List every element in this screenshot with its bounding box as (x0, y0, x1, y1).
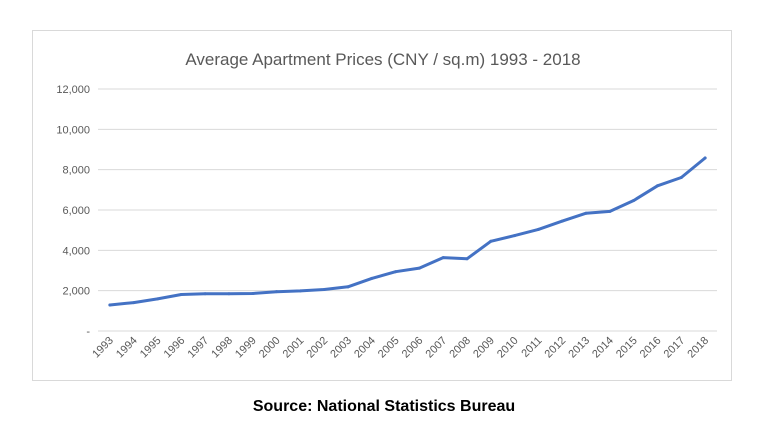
y-tick-label: 4,000 (62, 245, 90, 257)
data-point (417, 266, 421, 270)
series-lines (108, 156, 707, 307)
x-tick-label: 1996 (162, 335, 188, 361)
y-tick-label: 6,000 (62, 205, 90, 217)
gridlines (98, 88, 717, 332)
x-tick-label: 2009 (471, 335, 497, 361)
x-tick-label: 1994 (114, 335, 140, 361)
data-point (156, 297, 160, 301)
x-tick-label: 2008 (447, 335, 473, 361)
data-point (441, 256, 445, 260)
x-tick-label: 2014 (590, 335, 616, 361)
x-tick-label: 1997 (185, 335, 211, 361)
data-point (632, 199, 636, 203)
data-point (608, 209, 612, 213)
data-point (203, 292, 207, 296)
line-chart: Average Apartment Prices (CNY / sq.m) 19… (56, 50, 717, 361)
data-point (132, 301, 136, 305)
x-tick-label: 2012 (543, 335, 569, 361)
x-tick-label: 2018 (685, 335, 711, 361)
data-point (346, 285, 350, 289)
data-point (560, 219, 564, 223)
x-tick-label: 2005 (376, 335, 402, 361)
data-point (584, 211, 588, 215)
x-tick-label: 2013 (566, 335, 592, 361)
x-tick-label: 2004 (352, 335, 378, 361)
y-tick-label: 10,000 (56, 124, 90, 136)
data-point (513, 234, 517, 238)
data-point (108, 303, 112, 307)
x-tick-label: 2015 (614, 335, 640, 361)
data-point (251, 291, 255, 295)
x-tick-label: 2003 (328, 335, 354, 361)
y-axis-tick-labels: - 2,000 4,000 6,000 8,000 10,000 12,000 (56, 84, 90, 338)
y-tick-label: 8,000 (62, 165, 90, 177)
series-line (108, 156, 707, 307)
x-tick-label: 1999 (233, 335, 259, 361)
data-point (679, 176, 683, 180)
x-tick-label: 2002 (304, 335, 330, 361)
x-tick-label: 1998 (209, 335, 235, 361)
x-tick-label: 2001 (281, 335, 307, 361)
data-point (536, 227, 540, 231)
x-tick-label: 2010 (495, 335, 521, 361)
data-point (227, 292, 231, 296)
data-point (179, 292, 183, 296)
x-tick-label: 2011 (519, 335, 544, 360)
source-note: Source: National Statistics Bureau (252, 398, 516, 415)
data-point (465, 257, 469, 261)
data-point (322, 287, 326, 291)
x-tick-label: 2007 (424, 335, 450, 361)
chart-frame: Average Apartment Prices (CNY / sq.m) 19… (32, 30, 732, 381)
x-tick-label: 1993 (90, 335, 116, 361)
data-point (703, 156, 707, 160)
x-tick-label: 2000 (257, 335, 283, 361)
data-point (489, 239, 493, 243)
y-tick-label: - (86, 326, 90, 338)
x-tick-label: 2006 (400, 335, 426, 361)
data-point (394, 270, 398, 274)
y-tick-label: 12,000 (56, 84, 90, 96)
x-tick-label: 2017 (662, 335, 688, 361)
data-point (655, 184, 659, 188)
data-point (370, 276, 374, 280)
data-point (298, 289, 302, 293)
x-tick-label: 2016 (638, 335, 664, 361)
data-point (275, 290, 279, 294)
chart-title: Average Apartment Prices (CNY / sq.m) 19… (185, 50, 580, 69)
y-tick-label: 2,000 (62, 286, 90, 298)
x-tick-label: 1995 (138, 335, 164, 361)
x-axis-tick-labels: 1993199419951996199719981999200020012002… (90, 335, 711, 361)
